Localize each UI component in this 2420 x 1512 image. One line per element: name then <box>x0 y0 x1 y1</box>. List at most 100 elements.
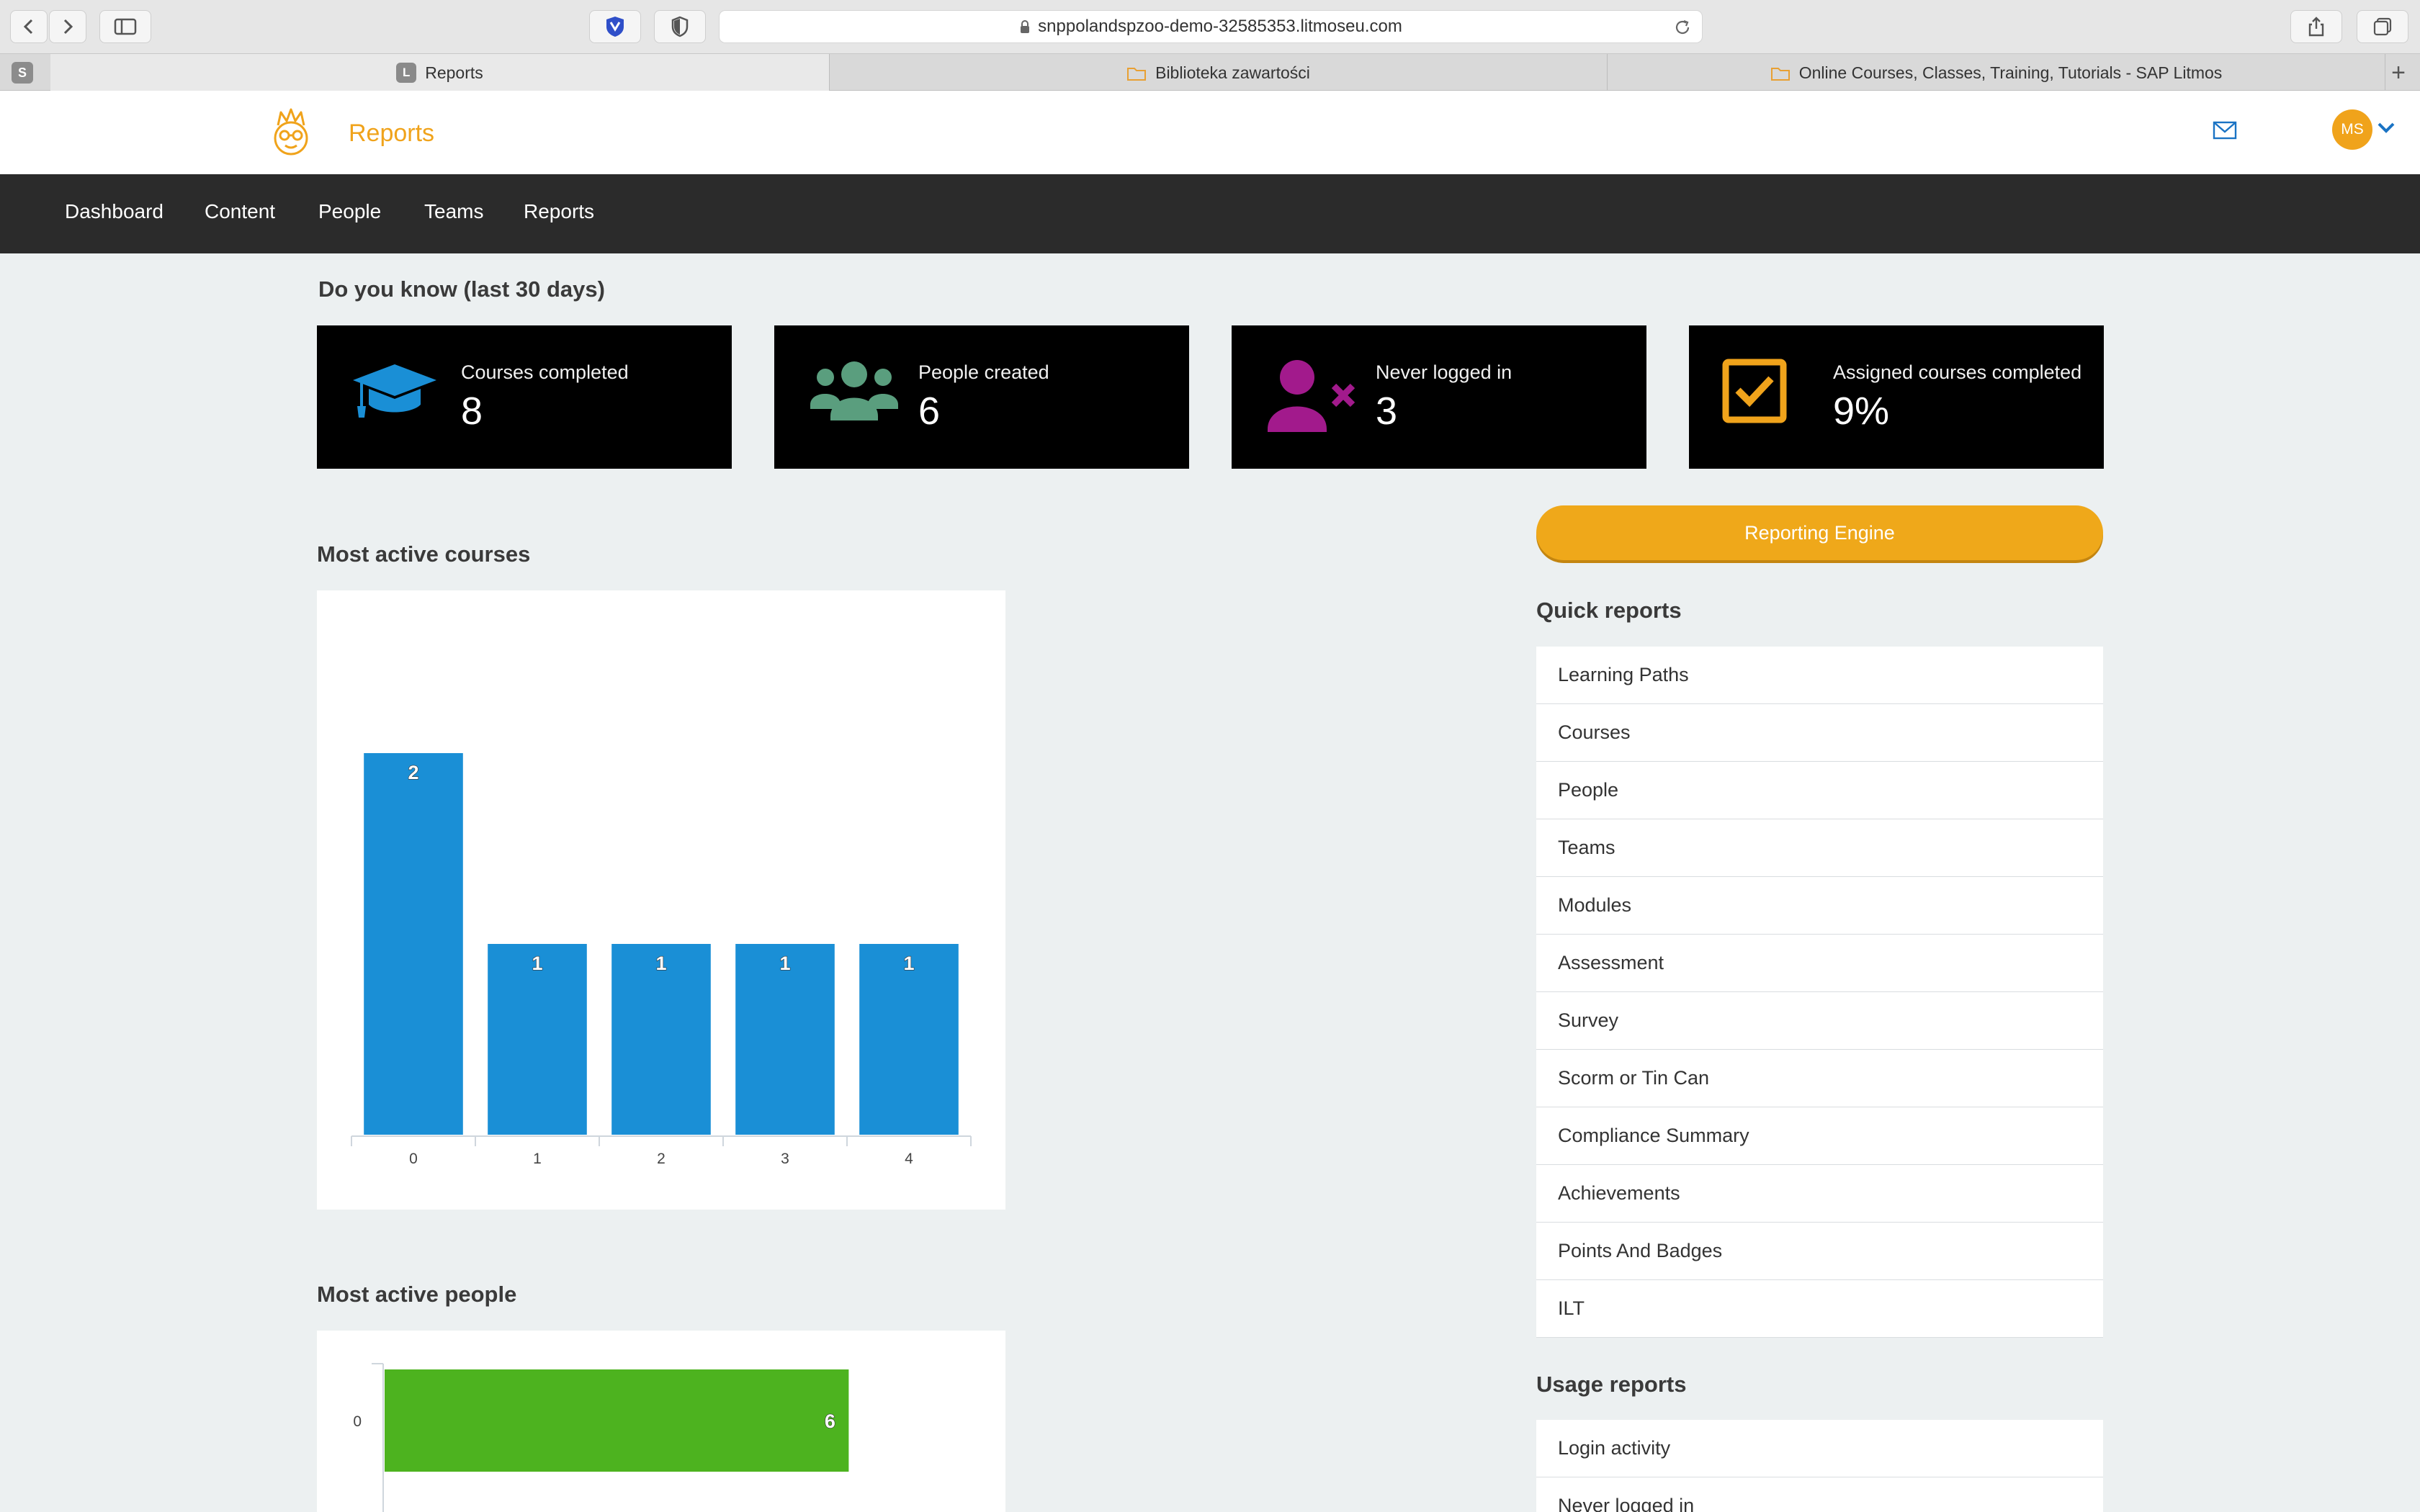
stat-card-assigned-completed[interactable]: Assigned courses completed 9% <box>1689 325 2104 469</box>
x-tick-label: 3 <box>781 1151 789 1167</box>
data-label: 2 <box>408 762 418 783</box>
user-remove-icon <box>1268 360 1355 432</box>
stat-card-never-logged-in[interactable]: Never logged in 3 <box>1232 325 1646 469</box>
tab-label: Biblioteka zawartości <box>1155 63 1310 82</box>
pinned-tab[interactable]: S <box>12 62 33 84</box>
tab-overview-button[interactable] <box>2357 10 2408 43</box>
reload-icon[interactable] <box>1673 18 1692 37</box>
avatar[interactable]: MS <box>2332 109 2372 150</box>
forward-button[interactable] <box>49 10 86 43</box>
bar <box>385 1369 849 1472</box>
address-bar[interactable]: snppolandspzoo-demo-32585353.litmoseu.co… <box>719 10 1703 43</box>
report-link[interactable]: Never logged in <box>1536 1477 2103 1512</box>
quick-reports-list: Learning Paths Courses People Teams Modules A… <box>1536 647 2103 1338</box>
stat-value: 6 <box>918 390 941 433</box>
stat-label: Never logged in <box>1376 361 1512 383</box>
data-label: 6 <box>825 1410 835 1432</box>
x-tick-label: 4 <box>905 1151 913 1167</box>
nav-dashboard[interactable]: Dashboard <box>65 200 163 222</box>
x-tick-label: 0 <box>409 1151 418 1167</box>
bar <box>859 944 959 1135</box>
bar <box>611 944 711 1135</box>
x-tick-label: 1 <box>533 1151 542 1167</box>
privacy-shield-icon <box>671 16 689 37</box>
data-label: 1 <box>779 953 790 974</box>
page-title: Reports <box>349 120 435 147</box>
report-link[interactable]: Scorm or Tin Can <box>1536 1050 2103 1107</box>
tab-reports[interactable]: L Reports <box>50 54 830 91</box>
y-tick-label: 0 <box>353 1413 362 1430</box>
back-button[interactable] <box>10 10 48 43</box>
tab-biblioteka[interactable]: Biblioteka zawartości <box>830 54 1608 91</box>
browser-chrome: snppolandspzoo-demo-32585353.litmoseu.co… <box>0 0 2420 91</box>
share-button[interactable] <box>2290 10 2342 43</box>
sidebar-icon <box>114 18 137 35</box>
bar <box>364 753 463 1135</box>
report-link[interactable]: Learning Paths <box>1536 647 2103 704</box>
litmos-favicon: L <box>396 63 417 83</box>
bar <box>735 944 835 1135</box>
chevron-right-icon <box>63 19 73 35</box>
lock-icon <box>1021 20 1030 33</box>
stats-section-title: Do you know (last 30 days) <box>318 276 605 302</box>
tab-label: Reports <box>425 63 483 82</box>
stat-card-people-created[interactable]: People created 6 <box>774 325 1189 469</box>
mail-icon[interactable] <box>2213 121 2237 140</box>
data-label: 1 <box>532 953 542 974</box>
report-link[interactable]: Points And Badges <box>1536 1223 2103 1280</box>
users-group-icon <box>810 361 898 420</box>
report-link[interactable]: Courses <box>1536 704 2103 762</box>
graduation-cap-icon <box>353 364 436 418</box>
share-icon <box>2308 17 2324 37</box>
stat-card-courses-completed[interactable]: Courses completed 8 <box>317 325 732 469</box>
tab-label: Online Courses, Classes, Training, Tutor… <box>1798 63 2223 82</box>
report-link[interactable]: ILT <box>1536 1280 2103 1338</box>
report-link[interactable]: Compliance Summary <box>1536 1107 2103 1165</box>
stat-value: 9% <box>1833 390 1890 433</box>
data-label: 1 <box>655 953 666 974</box>
stat-value: 8 <box>461 390 483 433</box>
report-link[interactable]: Achievements <box>1536 1165 2103 1223</box>
folder-favicon-icon <box>1770 68 1790 81</box>
chevron-down-icon[interactable] <box>2377 121 2396 134</box>
shield-extension-icon <box>606 17 624 37</box>
people-bar-chart: 60 <box>353 1363 849 1512</box>
courses-bar-chart: 2 0 1 1 1 2 1 3 1 4 <box>351 753 972 1167</box>
data-label: 1 <box>903 953 914 974</box>
nav-reports[interactable]: Reports <box>524 200 595 222</box>
privacy-button[interactable] <box>654 10 706 43</box>
app-header: Reports MS <box>0 91 2420 174</box>
x-tick-label: 2 <box>657 1151 666 1167</box>
stat-label: Assigned courses completed <box>1833 361 2082 383</box>
quick-reports-title: Quick reports <box>1536 598 1682 623</box>
report-link[interactable]: Assessment <box>1536 935 2103 992</box>
new-tab-button[interactable]: + <box>2391 58 2406 86</box>
nav-teams[interactable]: Teams <box>424 200 484 222</box>
url-text: snppolandspzoo-demo-32585353.litmoseu.co… <box>1038 17 1402 36</box>
report-link[interactable]: Login activity <box>1536 1420 2103 1477</box>
report-link[interactable]: Teams <box>1536 819 2103 877</box>
stat-label: Courses completed <box>461 361 629 383</box>
stat-value: 3 <box>1376 390 1398 433</box>
sidebar-toggle-button[interactable] <box>99 10 151 43</box>
people-chart-title: Most active people <box>317 1282 517 1307</box>
main-nav: Dashboard Content People Teams Reports <box>0 174 2420 253</box>
nav-people[interactable]: People <box>318 200 382 222</box>
nav-content[interactable]: Content <box>205 200 276 222</box>
tab-sap-litmos[interactable]: Online Courses, Classes, Training, Tutor… <box>1608 54 2385 91</box>
courses-chart-title: Most active courses <box>317 541 531 567</box>
usage-reports-list: Login activity Never logged in <box>1536 1420 2103 1512</box>
litmos-logo-icon[interactable] <box>268 107 314 157</box>
report-link[interactable]: Modules <box>1536 877 2103 935</box>
report-link[interactable]: People <box>1536 762 2103 819</box>
bar <box>488 944 587 1135</box>
checkbox-icon <box>1722 359 1787 423</box>
stat-label: People created <box>918 361 1049 383</box>
chevron-left-icon <box>23 19 33 35</box>
extension-button[interactable] <box>589 10 641 43</box>
folder-favicon-icon <box>1127 68 1147 81</box>
reporting-engine-button[interactable]: Reporting Engine <box>1536 505 2103 560</box>
report-link[interactable]: Survey <box>1536 992 2103 1050</box>
usage-reports-title: Usage reports <box>1536 1372 1687 1397</box>
